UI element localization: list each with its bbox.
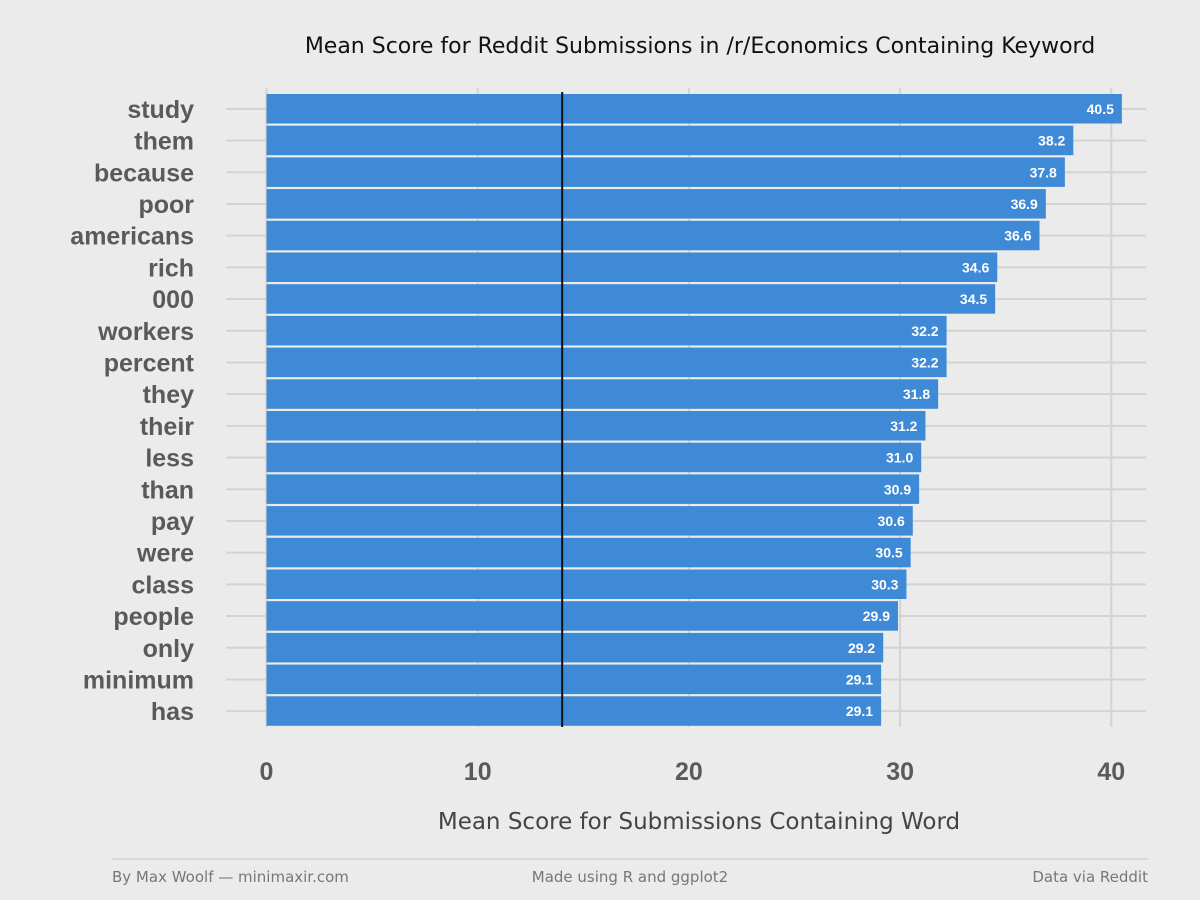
bars: 40.5 38.2 37.8 36.9 36.6 34.6 34.5 32.2 32.2 31.8… — [266, 94, 1122, 726]
chart-title: Mean Score for Reddit Submissions in /r/… — [305, 34, 1095, 59]
bar-value-label: 32.2 — [911, 323, 938, 339]
bar-value-label: 31.8 — [903, 386, 930, 402]
category-label: percent — [104, 349, 195, 377]
category-label: class — [131, 571, 194, 599]
bar-value-label: 34.6 — [962, 259, 989, 275]
x-axis-label: Mean Score for Submissions Containing Wo… — [438, 809, 960, 835]
category-label: poor — [138, 191, 194, 219]
footer-source: Data via Reddit — [1032, 868, 1148, 886]
bar — [266, 474, 920, 504]
bar-value-label: 31.0 — [886, 450, 913, 466]
bar-value-label: 29.1 — [846, 671, 873, 687]
category-label: rich — [148, 254, 194, 282]
bar-value-label: 31.2 — [890, 418, 917, 434]
bar — [266, 696, 882, 726]
bar-value-label: 37.8 — [1030, 164, 1057, 180]
category-label: americans — [70, 223, 194, 251]
footer-author: By Max Woolf — minimaxir.com — [112, 868, 349, 886]
bar — [266, 632, 884, 663]
bar — [266, 506, 913, 536]
bar — [266, 537, 911, 568]
category-label: than — [141, 476, 194, 504]
bar-value-label: 36.9 — [1011, 196, 1038, 212]
bar — [266, 569, 907, 599]
bar-value-label: 36.6 — [1004, 228, 1031, 244]
bar-value-label: 40.5 — [1087, 101, 1114, 117]
bar — [266, 189, 1046, 219]
bar — [266, 379, 939, 409]
bar — [266, 601, 899, 631]
category-label: only — [143, 635, 194, 663]
bar — [266, 664, 882, 695]
bar-value-label: 30.9 — [884, 481, 911, 497]
bar — [266, 315, 947, 346]
bar-value-label: 29.1 — [846, 703, 873, 719]
bar-value-label: 30.3 — [871, 576, 898, 592]
x-tick-label: 0 — [260, 758, 274, 786]
bar — [266, 442, 922, 473]
bar — [266, 157, 1065, 187]
x-tick-label: 10 — [464, 758, 492, 786]
category-label: because — [94, 159, 194, 187]
category-label: minimum — [83, 666, 194, 694]
x-tick-label: 30 — [886, 758, 914, 786]
category-label: 000 — [152, 286, 194, 314]
bar — [266, 125, 1074, 156]
category-label: has — [151, 698, 194, 726]
bar — [266, 284, 996, 314]
category-label: people — [113, 603, 194, 631]
category-label: less — [145, 445, 194, 473]
bar-value-label: 32.2 — [911, 354, 938, 370]
bar — [266, 252, 998, 282]
category-label: they — [143, 381, 195, 409]
bar-value-label: 29.9 — [863, 608, 890, 624]
category-label: them — [134, 128, 194, 156]
bar-value-label: 34.5 — [960, 291, 987, 307]
bar — [266, 411, 926, 441]
category-label: study — [127, 96, 194, 124]
category-label: their — [140, 413, 194, 441]
bar-value-label: 30.5 — [875, 545, 902, 561]
x-tick-label: 40 — [1097, 758, 1125, 786]
bar — [266, 220, 1040, 251]
bar-value-label: 38.2 — [1038, 133, 1065, 149]
bar-value-label: 29.2 — [848, 640, 875, 656]
bar-value-label: 30.6 — [878, 513, 905, 529]
footer-tools: Made using R and ggplot2 — [532, 868, 728, 886]
category-labels: study them because poor americans rich 000 work… — [70, 96, 194, 726]
bar — [266, 347, 947, 378]
x-tick-label: 20 — [675, 758, 703, 786]
bar — [266, 94, 1122, 124]
x-axis-ticks: 0 10 20 30 40 — [260, 758, 1126, 786]
category-label: pay — [151, 508, 194, 536]
category-label: workers — [97, 318, 194, 346]
category-label: were — [136, 540, 194, 568]
